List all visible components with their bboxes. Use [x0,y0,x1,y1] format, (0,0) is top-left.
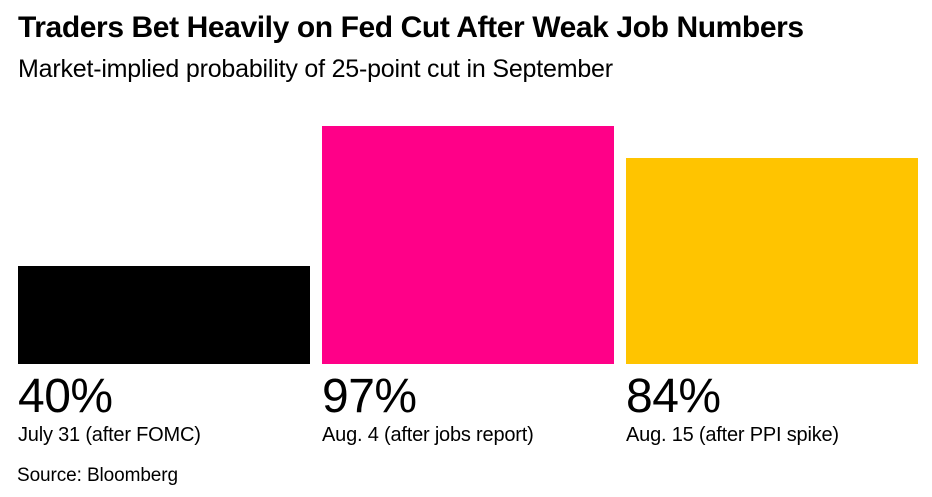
bar-aug-4 [322,126,614,364]
value-label-aug-4: 97% [322,370,417,423]
bar-plot [18,124,918,364]
bar-july-31 [18,266,310,364]
chart-title: Traders Bet Heavily on Fed Cut After Wea… [18,11,804,44]
label-group-aug-15: 84% Aug. 15 (after PPI spike) [626,371,918,447]
chart-subtitle: Market-implied probability of 25-point c… [18,55,613,83]
category-label-aug-15: Aug. 15 (after PPI spike) [626,424,839,446]
value-label-aug-15: 84% [626,370,721,423]
bar-labels-row: 40% July 31 (after FOMC) 97% Aug. 4 (aft… [18,371,918,447]
category-label-july-31: July 31 (after FOMC) [18,424,201,446]
value-label-july-31: 40% [18,370,113,423]
source-note: Source: Bloomberg [17,465,178,486]
bar-aug-15 [626,158,918,364]
label-group-aug-4: 97% Aug. 4 (after jobs report) [322,371,614,447]
label-group-july-31: 40% July 31 (after FOMC) [18,371,310,447]
category-label-aug-4: Aug. 4 (after jobs report) [322,424,534,446]
